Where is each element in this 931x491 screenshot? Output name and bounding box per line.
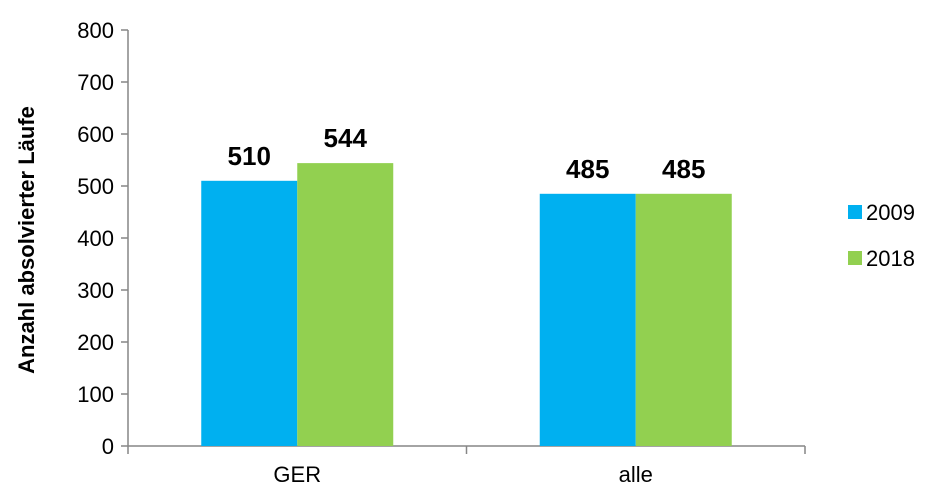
y-tick-label: 100	[77, 382, 114, 407]
legend-swatch	[848, 205, 862, 219]
y-tick-label: 700	[77, 70, 114, 95]
bar	[297, 163, 394, 446]
x-category-label: alle	[619, 462, 653, 487]
y-tick-label: 300	[77, 278, 114, 303]
y-tick-label: 400	[77, 226, 114, 251]
bar-value-label: 544	[324, 123, 368, 153]
legend-label: 2018	[866, 246, 915, 271]
bars	[201, 163, 732, 447]
bar	[635, 193, 732, 446]
legend: 2009 2018	[848, 200, 915, 271]
bar-value-label: 510	[228, 141, 271, 171]
y-tick-label: 800	[77, 18, 114, 43]
legend-swatch	[848, 251, 862, 265]
data-labels: 510 544 485 485	[228, 123, 706, 184]
y-tick-label: 600	[77, 122, 114, 147]
bar-value-label: 485	[566, 154, 609, 184]
legend-label: 2009	[866, 200, 915, 225]
bar	[539, 193, 636, 446]
bar	[201, 180, 298, 447]
x-axis: GER alle	[127, 445, 806, 487]
bar-value-label: 485	[662, 154, 705, 184]
y-axis: 0 100 200 300 400 500 600 700 800	[77, 18, 129, 459]
y-tick-label: 200	[77, 330, 114, 355]
y-axis-title: Anzahl absolvierter Läufe	[14, 106, 39, 374]
x-category-label: GER	[273, 462, 321, 487]
y-tick-label: 0	[102, 434, 114, 459]
y-tick-label: 500	[77, 174, 114, 199]
